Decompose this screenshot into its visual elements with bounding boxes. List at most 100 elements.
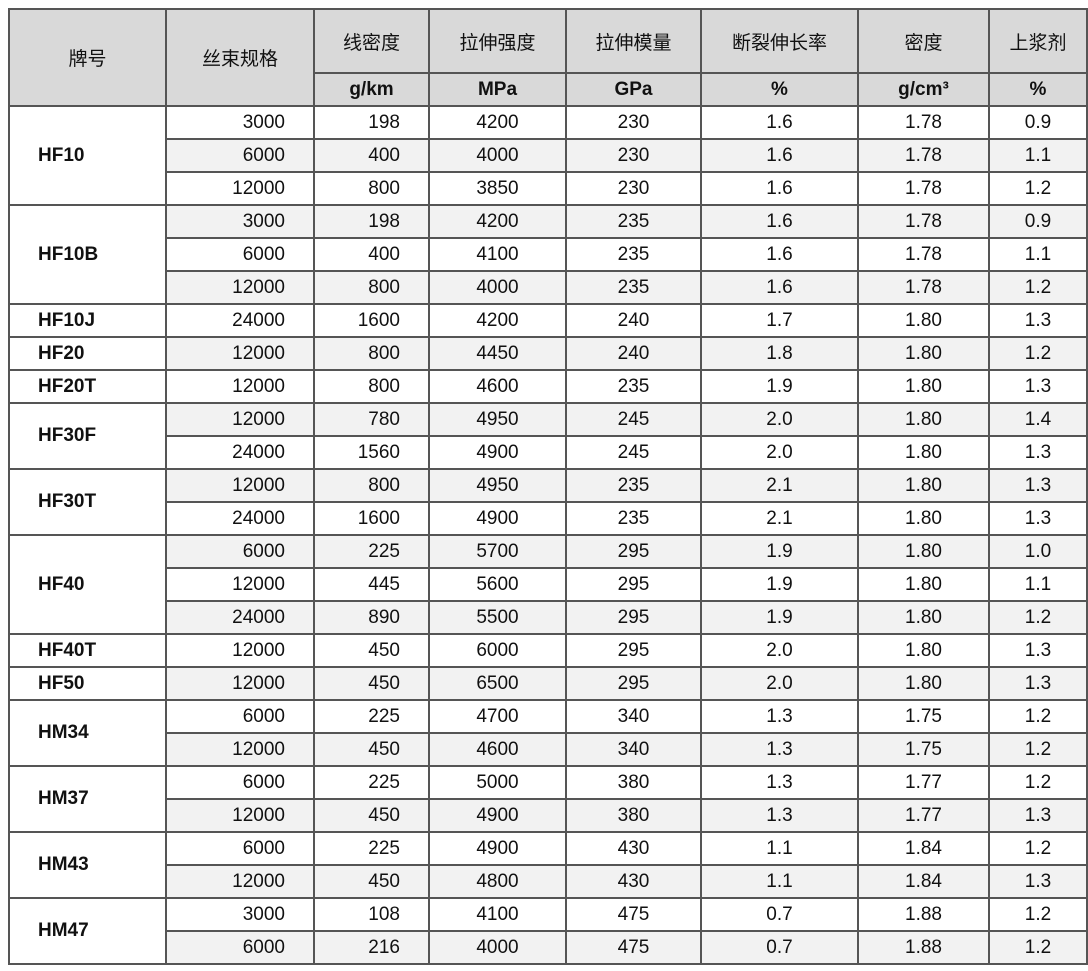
value-cell: 800 [313,369,430,404]
value-cell: 1.80 [857,567,990,602]
value-cell: 800 [313,270,430,305]
value-cell: 12000 [165,567,315,602]
value-cell: 4700 [428,699,567,734]
value-cell: 4000 [428,138,567,173]
value-cell: 3000 [165,897,315,932]
value-cell: 2.0 [700,633,859,668]
value-cell: 450 [313,864,430,899]
value-cell: 1.78 [857,204,990,239]
table-row: HF20T 12000 800 4600 235 1.9 1.80 1.3 [8,369,1088,404]
table-row: HM34 6000 225 4700 340 1.3 1.75 1.2 [8,699,1088,767]
value-cell: 890 [313,600,430,635]
value-cell: 1.3 [988,435,1088,470]
value-cell: 1.80 [857,435,990,470]
brand-cell: HM37 [8,765,167,833]
table-row: HF10J 24000 1600 4200 240 1.7 1.80 1.3 [8,303,1088,338]
table-row: HF30T 12000 800 4950 235 2.1 1.80 1.3 [8,468,1088,536]
unit-linear-density: g/km [313,72,430,107]
value-cell: 3000 [165,105,315,140]
header-tensile-modulus: 拉伸模量 [565,8,702,74]
value-cell: 4900 [428,501,567,536]
value-cell: 1.77 [857,765,990,800]
value-cell: 1.80 [857,633,990,668]
value-cell: 3000 [165,204,315,239]
unit-density: g/cm³ [857,72,990,107]
value-cell: 5000 [428,765,567,800]
value-cell: 1.3 [988,666,1088,701]
brand-cell: HF20 [8,336,167,371]
brand-cell: HF40T [8,633,167,668]
value-cell: 1.8 [700,336,859,371]
value-cell: 430 [565,864,702,899]
value-cell: 4200 [428,204,567,239]
brand-cell: HF10B [8,204,167,305]
value-cell: 12000 [165,468,315,503]
value-cell: 198 [313,105,430,140]
value-cell: 4900 [428,435,567,470]
value-cell: 1.78 [857,138,990,173]
brand-cell: HF30T [8,468,167,536]
value-cell: 1.3 [700,798,859,833]
value-cell: 1.3 [988,468,1088,503]
value-cell: 1.80 [857,666,990,701]
value-cell: 0.9 [988,105,1088,140]
value-cell: 1.80 [857,600,990,635]
table-row: 12000 800 3850 230 1.6 1.78 1.2 [9,171,1088,206]
value-cell: 12000 [165,864,315,899]
header-tow-size: 丝束规格 [165,8,315,107]
value-cell: 380 [565,798,702,833]
value-cell: 1.84 [857,831,990,866]
value-cell: 12000 [165,369,315,404]
value-cell: 1.84 [857,864,990,899]
value-cell: 4100 [428,897,567,932]
value-cell: 1.78 [857,237,990,272]
value-cell: 1.88 [857,930,990,965]
unit-elongation: % [700,72,859,107]
value-cell: 1.9 [700,534,859,569]
value-cell: 1.3 [988,798,1088,833]
value-cell: 225 [313,699,430,734]
value-cell: 216 [313,930,430,965]
value-cell: 1.78 [857,270,990,305]
value-cell: 24000 [165,600,315,635]
value-cell: 240 [565,303,702,338]
value-cell: 198 [313,204,430,239]
table-row: 12000 450 4900 380 1.3 1.77 1.3 [9,798,1088,833]
value-cell: 6000 [165,831,315,866]
table-row: 12000 450 4800 430 1.1 1.84 1.3 [9,864,1088,899]
value-cell: 225 [313,534,430,569]
value-cell: 1.9 [700,369,859,404]
value-cell: 1.1 [700,864,859,899]
value-cell: 400 [313,237,430,272]
value-cell: 12000 [165,171,315,206]
value-cell: 340 [565,732,702,767]
value-cell: 235 [565,204,702,239]
value-cell: 2.0 [700,666,859,701]
value-cell: 1.80 [857,534,990,569]
value-cell: 1.3 [700,699,859,734]
value-cell: 235 [565,270,702,305]
value-cell: 0.7 [700,897,859,932]
value-cell: 2.1 [700,501,859,536]
value-cell: 1.1 [700,831,859,866]
brand-cell: HM47 [8,897,167,965]
value-cell: 475 [565,930,702,965]
value-cell: 1.6 [700,237,859,272]
value-cell: 235 [565,501,702,536]
value-cell: 295 [565,534,702,569]
value-cell: 235 [565,468,702,503]
unit-sizing: % [988,72,1088,107]
value-cell: 4600 [428,732,567,767]
value-cell: 108 [313,897,430,932]
value-cell: 1.2 [988,270,1088,305]
value-cell: 3850 [428,171,567,206]
value-cell: 1.80 [857,336,990,371]
value-cell: 340 [565,699,702,734]
value-cell: 1.3 [988,501,1088,536]
value-cell: 4900 [428,798,567,833]
value-cell: 1560 [313,435,430,470]
value-cell: 1.2 [988,336,1088,371]
value-cell: 6000 [165,765,315,800]
value-cell: 6000 [165,699,315,734]
value-cell: 1.9 [700,600,859,635]
